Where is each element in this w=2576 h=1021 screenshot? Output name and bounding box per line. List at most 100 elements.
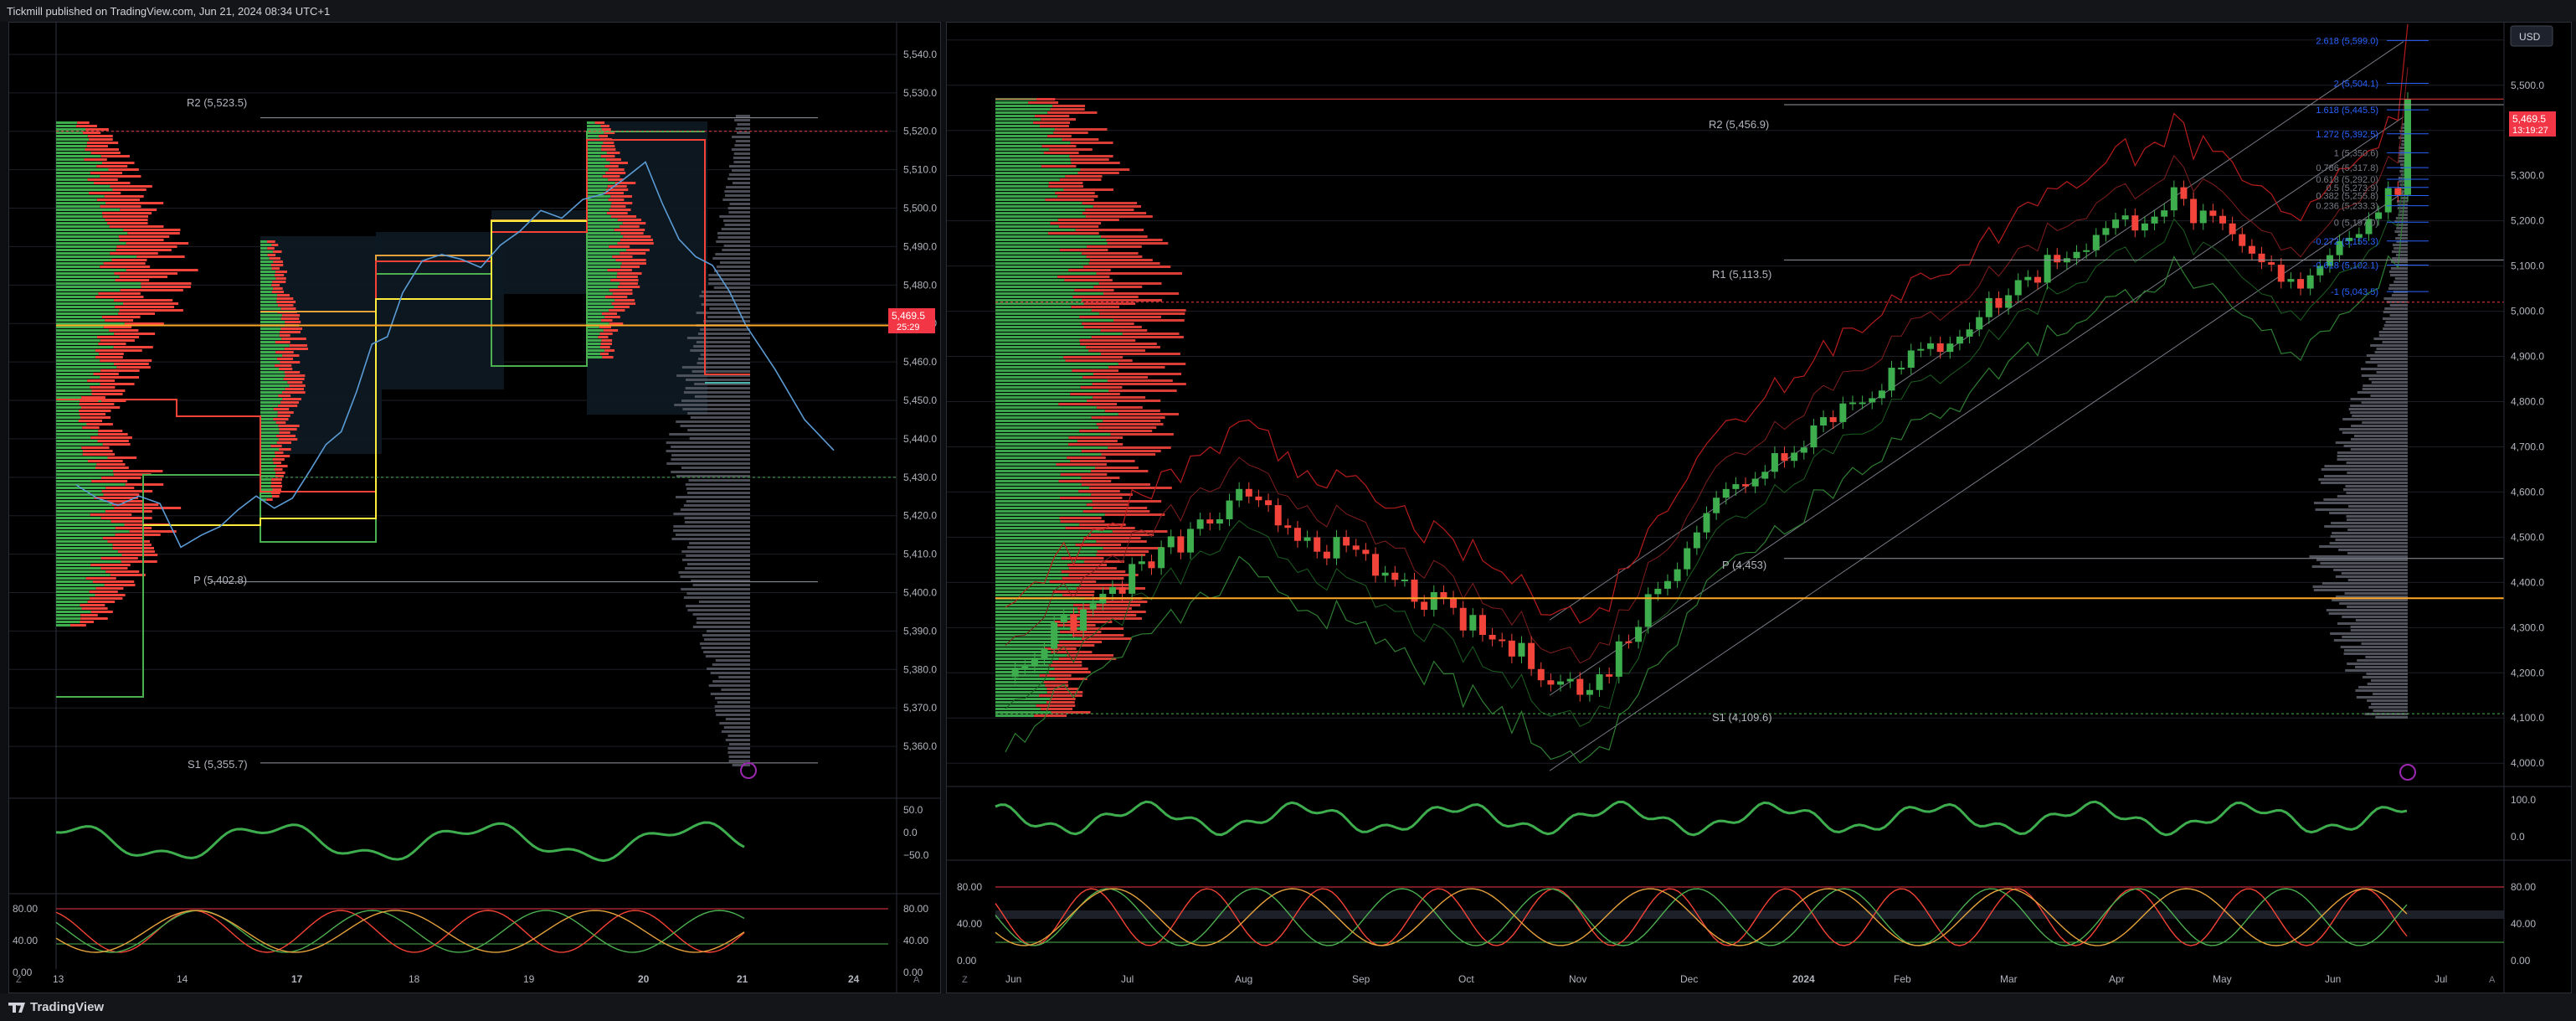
- volume-row-bull: [995, 312, 1100, 315]
- candle-body: [1547, 680, 1555, 685]
- volume-row-bear: [620, 266, 640, 268]
- volume-row-bull: [995, 684, 1046, 687]
- volume-row-bull: [56, 286, 141, 288]
- osc-tick-label: −50.0: [903, 849, 929, 861]
- volume-row-bear: [599, 135, 609, 137]
- volume-row-bull: [995, 691, 1047, 694]
- session-volume-row: [686, 592, 750, 595]
- volume-row-bull: [260, 331, 280, 333]
- candle-body: [2044, 255, 2051, 283]
- volume-row-bull: [995, 426, 1099, 429]
- price-tick-label: 5,300.0: [2511, 170, 2544, 182]
- time-tick-label: 19: [523, 973, 535, 985]
- session-volume-row: [2395, 237, 2408, 240]
- volume-row-bear: [1033, 121, 1071, 124]
- volume-row-bull: [995, 108, 1051, 111]
- volume-row-bear: [602, 356, 614, 358]
- volume-row-bull: [56, 255, 137, 258]
- volume-row-bear: [1068, 567, 1117, 570]
- volume-row-bear: [120, 209, 157, 211]
- left-lightning-icon[interactable]: [740, 762, 757, 779]
- volume-row-bear: [141, 286, 191, 288]
- volume-row-bear: [623, 235, 651, 238]
- volume-row-bear: [609, 289, 633, 291]
- session-volume-row: [2328, 612, 2408, 615]
- volume-row-bear: [115, 306, 175, 308]
- volume-row-bear: [1087, 245, 1142, 248]
- currency-button[interactable]: [2510, 25, 2553, 47]
- right-scale-mode-icon[interactable]: Z: [962, 975, 968, 985]
- volume-row-bull: [56, 560, 121, 563]
- right-lightning-icon[interactable]: [2399, 764, 2416, 781]
- volume-row-bear: [614, 306, 630, 308]
- session-volume-row: [2399, 183, 2408, 186]
- session-volume-row: [712, 663, 750, 666]
- volume-row-bull: [260, 297, 277, 300]
- volume-row-bear: [98, 343, 126, 345]
- session-volume-row: [685, 387, 750, 389]
- volume-row-bear: [601, 339, 613, 342]
- volume-row-bull: [995, 540, 1097, 543]
- volume-row-bear: [609, 322, 624, 325]
- volume-row-bull: [260, 317, 281, 320]
- volume-row-bull: [995, 416, 1092, 419]
- price-tick-label: 5,440.0: [903, 433, 937, 445]
- right-auto-scale-icon[interactable]: A: [2489, 975, 2496, 985]
- left-scale-mode-icon[interactable]: Z: [16, 975, 22, 985]
- session-volume-row: [673, 529, 750, 532]
- session-volume-row: [717, 236, 750, 239]
- volume-row-bear: [1047, 232, 1099, 235]
- volume-row-bull: [56, 544, 113, 546]
- volume-row-bear: [112, 547, 154, 549]
- session-volume-row: [2398, 153, 2408, 156]
- left-auto-scale-icon[interactable]: A: [913, 975, 920, 985]
- session-volume-row: [2347, 552, 2408, 554]
- right-chart-panel[interactable]: 2.618 (5,599.0) 2 (5,504.1) 1.618 (5,445.5…: [946, 22, 2572, 993]
- left-session-volume-bars: [666, 115, 750, 766]
- session-volume-row: [2329, 542, 2408, 544]
- volume-row-bull: [260, 294, 278, 297]
- price-tick-label: 5,420.0: [903, 510, 937, 522]
- volume-row-bear: [90, 172, 122, 174]
- volume-row-bull: [56, 225, 110, 228]
- candle-body: [2209, 210, 2217, 216]
- candle-body: [1196, 519, 1204, 529]
- stoch-left-tick: 80.00: [957, 881, 982, 893]
- right-chart-svg[interactable]: 2.618 (5,599.0)2 (5,504.1)1.618 (5,445.5…: [947, 23, 2571, 993]
- session-volume-row: [712, 680, 750, 683]
- volume-row-bear: [1058, 657, 1117, 660]
- volume-row-bear: [607, 185, 627, 188]
- volume-row-bull: [995, 111, 1048, 114]
- volume-row-bear: [114, 507, 182, 509]
- volume-row-bear: [604, 165, 619, 168]
- session-volume-row: [731, 148, 750, 151]
- volume-row-bear: [104, 584, 136, 586]
- volume-row-bear: [1068, 436, 1123, 439]
- volume-row-bear: [1074, 289, 1114, 291]
- volume-row-bull: [56, 376, 100, 379]
- volume-row-bear: [80, 416, 98, 419]
- volume-row-bull: [56, 222, 107, 224]
- volume-row-bear: [1082, 627, 1124, 630]
- volume-row-bear: [95, 296, 144, 298]
- volume-row-bull: [995, 400, 1087, 402]
- stoch-left-tick: 40.00: [957, 918, 982, 930]
- volume-row-bear: [271, 495, 280, 498]
- tradingview-logo[interactable]: TradingView: [8, 1000, 104, 1014]
- volume-row-bull: [56, 155, 101, 157]
- left-chart-panel[interactable]: 5,540.0 5,530.0 5,520.0 5,510.0 5,500.0 5,490…: [8, 22, 941, 993]
- volume-row-bear: [275, 421, 286, 424]
- left-chart-svg[interactable]: 5,540.05,530.05,520.05,510.05,500.05,490…: [9, 23, 940, 993]
- volume-row-bull: [995, 564, 1068, 566]
- volume-row-bull: [995, 336, 1092, 338]
- volume-row-bull: [56, 410, 80, 412]
- session-volume-row: [2393, 247, 2408, 250]
- volume-row-bear: [1093, 205, 1141, 208]
- volume-row-bull: [56, 329, 110, 332]
- candle-body: [1352, 545, 1360, 550]
- volume-row-bull: [995, 453, 1102, 456]
- volume-row-bear: [601, 148, 616, 151]
- volume-row-bear: [141, 282, 192, 285]
- volume-row-bear: [282, 354, 300, 357]
- candle-body: [1031, 658, 1038, 668]
